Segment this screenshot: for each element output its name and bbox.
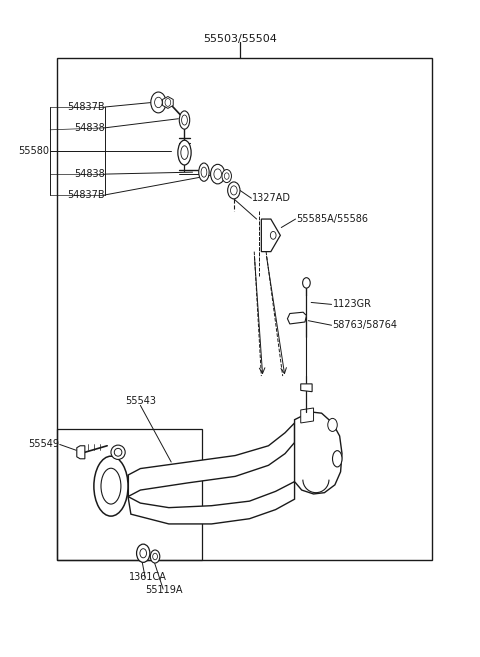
Ellipse shape <box>179 111 190 129</box>
Circle shape <box>155 97 162 108</box>
Ellipse shape <box>199 163 209 181</box>
Polygon shape <box>288 312 306 324</box>
Text: 58763/58764: 58763/58764 <box>333 320 397 330</box>
Text: 1327AD: 1327AD <box>252 193 291 203</box>
Text: 55549: 55549 <box>28 440 59 449</box>
Ellipse shape <box>201 167 207 177</box>
Polygon shape <box>301 408 313 423</box>
Circle shape <box>302 278 310 288</box>
Polygon shape <box>163 97 173 108</box>
Circle shape <box>151 92 166 113</box>
Circle shape <box>137 544 150 562</box>
Text: 55503/55504: 55503/55504 <box>203 34 277 43</box>
Polygon shape <box>128 423 295 497</box>
Text: 54837B: 54837B <box>67 190 105 200</box>
Bar <box>57 58 432 560</box>
Text: 54838: 54838 <box>74 169 105 179</box>
Text: 55119A: 55119A <box>145 585 183 595</box>
Polygon shape <box>261 219 280 252</box>
Circle shape <box>228 182 240 199</box>
Circle shape <box>214 169 221 179</box>
Ellipse shape <box>114 448 122 456</box>
Polygon shape <box>301 384 312 392</box>
Bar <box>57 430 202 560</box>
Circle shape <box>224 173 229 179</box>
Text: 55543: 55543 <box>125 396 156 407</box>
Circle shape <box>230 186 237 195</box>
Ellipse shape <box>181 115 187 125</box>
Polygon shape <box>295 412 342 494</box>
Circle shape <box>328 419 337 432</box>
Circle shape <box>140 549 146 558</box>
Ellipse shape <box>101 468 121 504</box>
Polygon shape <box>77 445 85 459</box>
Circle shape <box>211 164 225 184</box>
Ellipse shape <box>181 146 188 160</box>
Text: 54837B: 54837B <box>67 102 105 112</box>
Polygon shape <box>128 482 295 524</box>
Text: 55580: 55580 <box>18 147 49 156</box>
Circle shape <box>150 550 160 563</box>
Ellipse shape <box>94 456 128 516</box>
Text: 54838: 54838 <box>74 123 105 133</box>
Text: 55585A/55586: 55585A/55586 <box>296 214 368 224</box>
Text: 1361CA: 1361CA <box>129 572 167 582</box>
Circle shape <box>222 170 231 183</box>
Circle shape <box>153 553 157 560</box>
Ellipse shape <box>111 445 125 459</box>
Ellipse shape <box>333 451 342 467</box>
Ellipse shape <box>178 140 191 165</box>
Text: 1123GR: 1123GR <box>333 300 372 309</box>
